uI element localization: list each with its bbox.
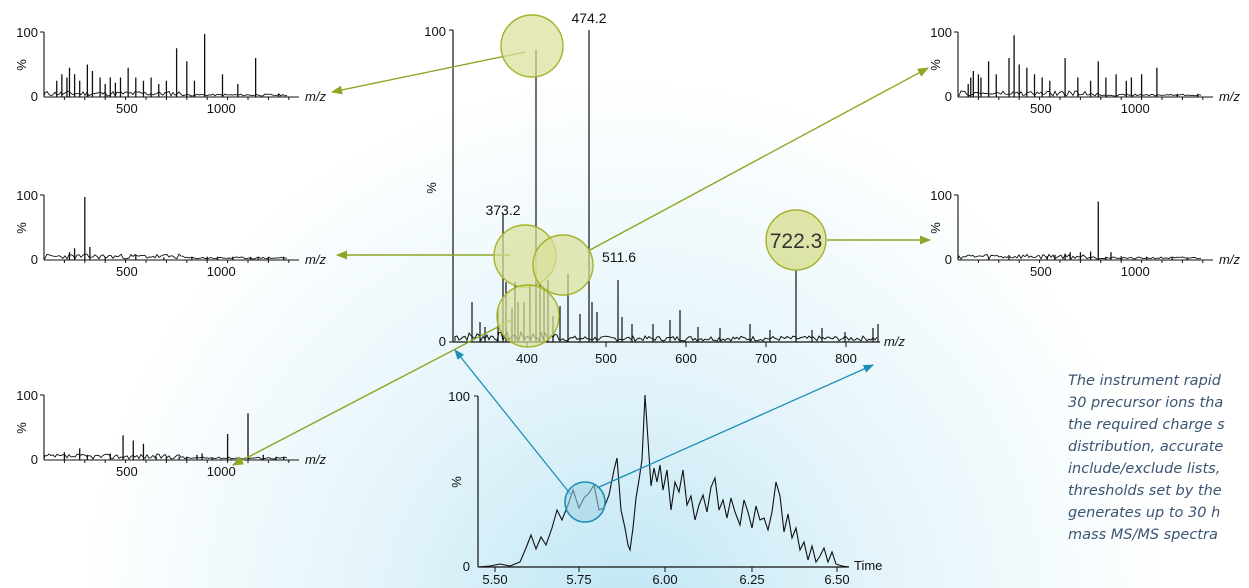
chrom-y-axis-label: % — [449, 476, 464, 488]
y-axis-label: % — [14, 422, 29, 434]
x-axis-label: m/z — [305, 452, 326, 467]
y-zero-label: 0 — [31, 252, 38, 267]
peak-label-373: 373.2 — [485, 202, 520, 218]
main-x-ticks — [526, 342, 847, 347]
chrom-x-tick-625: 6.25 — [739, 572, 764, 587]
caption-line-8: mass MS/MS spectra — [1068, 527, 1218, 543]
y-axis-label: % — [14, 59, 29, 71]
y-zero-label: 0 — [945, 252, 952, 267]
main-x-tick-600: 600 — [675, 351, 697, 366]
y-top-label: 100 — [16, 388, 38, 403]
x-tick-1000: 1000 — [1121, 101, 1150, 116]
precursor-circle-474 — [500, 14, 564, 78]
y-top-label: 100 — [930, 188, 952, 203]
precursor-circle-low — [496, 284, 560, 348]
x-tick-500: 500 — [116, 464, 138, 479]
main-x-tick-400: 400 — [516, 351, 538, 366]
caption-line-1: The instrument rapid — [1068, 373, 1222, 389]
arrow-to-top-right — [589, 67, 929, 251]
main-x-axis-label: m/z — [884, 334, 905, 349]
x-axis-label: m/z — [1219, 252, 1240, 267]
noise-trace — [957, 253, 1202, 260]
precursor-circles: 722.3 — [493, 14, 827, 523]
main-x-tick-700: 700 — [755, 351, 777, 366]
peak-label-722: 722.3 — [770, 230, 823, 253]
x-tick-1000: 1000 — [207, 464, 236, 479]
caption-line-2: 30 precursor ions tha — [1068, 395, 1224, 411]
precursor-circle-722 — [765, 209, 827, 271]
retention-window-circle — [564, 481, 606, 523]
x-tick-500: 500 — [1030, 264, 1052, 279]
x-tick-1000: 1000 — [1121, 264, 1150, 279]
arrow-to-bottom-left — [232, 317, 516, 466]
chromatogram: 100 0 % 5.50 5.75 6.00 6.25 6.50 Time — [448, 389, 882, 587]
x-tick-500: 500 — [116, 264, 138, 279]
caption-line-4: distribution, accurate — [1068, 439, 1224, 455]
caption-line-5: include/exclude lists, — [1068, 461, 1221, 477]
y-axis-label: % — [928, 59, 943, 71]
chrom-y-top-label: 100 — [448, 389, 470, 404]
x-axis-label: m/z — [1219, 89, 1240, 104]
x-tick-1000: 1000 — [207, 101, 236, 116]
caption-line-6: thresholds set by the — [1068, 483, 1222, 499]
blue-arrow-right — [596, 364, 874, 489]
arrows — [232, 51, 932, 497]
noise-trace — [957, 90, 1202, 97]
blue-arrow-left — [454, 349, 573, 497]
caption-line-3: the required charge s — [1068, 417, 1225, 433]
chrom-x-tick-650: 6.50 — [824, 572, 849, 587]
chrom-x-tick-600: 6.00 — [652, 572, 677, 587]
main-x-tick-800: 800 — [835, 351, 857, 366]
peak-label-474: 474.2 — [571, 10, 606, 26]
y-axis-label: % — [928, 222, 943, 234]
y-top-label: 100 — [16, 25, 38, 40]
peak-label-511: 511.6 — [602, 249, 636, 265]
x-axis-label: m/z — [305, 252, 326, 267]
main-y-top-label: 100 — [424, 24, 446, 39]
x-tick-500: 500 — [1030, 101, 1052, 116]
y-axis-label: % — [14, 222, 29, 234]
x-tick-1000: 1000 — [207, 264, 236, 279]
caption-line-7: generates up to 30 h — [1068, 505, 1221, 521]
figure-caption: The instrument rapid 30 precursor ions t… — [1068, 370, 1249, 546]
main-y-axis-label: % — [424, 182, 439, 194]
precursor-circle-511 — [532, 234, 594, 296]
y-top-label: 100 — [16, 188, 38, 203]
y-zero-label: 0 — [945, 89, 952, 104]
y-zero-label: 0 — [31, 452, 38, 467]
x-axis-label: m/z — [305, 89, 326, 104]
chromatogram-trace — [477, 394, 850, 568]
chrom-x-ticks — [494, 567, 838, 572]
chrom-x-tick-550: 5.50 — [482, 572, 507, 587]
noise-trace — [43, 253, 288, 260]
x-tick-500: 500 — [116, 101, 138, 116]
main-spectrum: 100 0 % 400 500 600 700 800 m/z 474.2 37… — [424, 10, 905, 366]
y-zero-label: 0 — [31, 89, 38, 104]
chrom-x-axis-label: Time — [854, 558, 882, 573]
main-y-zero-label: 0 — [439, 334, 446, 349]
main-x-tick-500: 500 — [595, 351, 617, 366]
chrom-x-tick-575: 5.75 — [566, 572, 591, 587]
chrom-y-zero-label: 0 — [463, 559, 470, 574]
noise-trace — [43, 90, 288, 97]
arrow-to-top-left — [330, 51, 526, 95]
y-top-label: 100 — [930, 25, 952, 40]
